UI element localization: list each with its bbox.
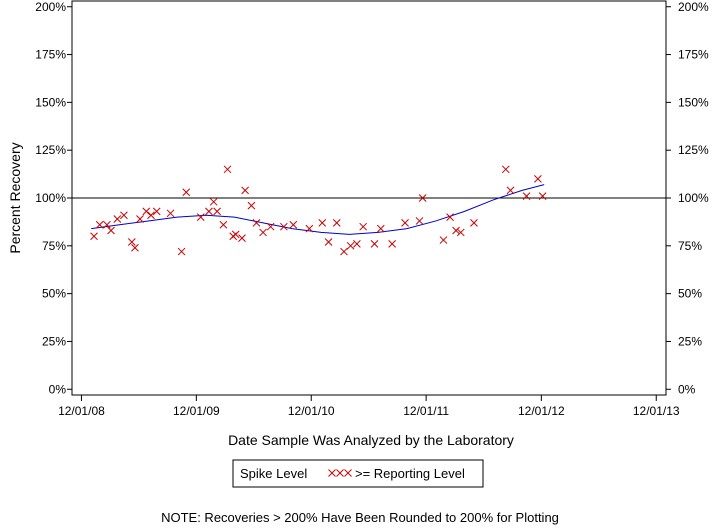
data-point (401, 219, 409, 227)
data-point (340, 247, 348, 256)
data-point (415, 217, 424, 225)
y-tick-label-right: 0% (678, 382, 696, 396)
data-point (289, 220, 298, 229)
data-point (136, 215, 144, 223)
data-point (266, 222, 275, 231)
y-tick-label-right: 75% (678, 239, 702, 253)
data-point (182, 188, 191, 197)
y-tick-label-right: 125% (678, 143, 709, 157)
data-point (305, 224, 314, 233)
y-tick-label-left: 25% (42, 334, 66, 348)
legend-box (232, 459, 484, 488)
data-point (113, 215, 122, 223)
data-point (506, 186, 515, 195)
x-tick-label: 12/01/12 (518, 404, 565, 418)
data-point (152, 207, 161, 216)
legend: Spike Level >= Reporting Level (232, 459, 484, 488)
y-tick-label-left: 125% (35, 143, 66, 157)
data-point (456, 228, 465, 237)
data-point (439, 236, 448, 244)
data-point (346, 241, 355, 250)
data-point (538, 192, 547, 200)
x-tick-label: 12/01/08 (58, 404, 105, 418)
y-axis-title: Percent Recovery (7, 142, 23, 253)
legend-series-label: >= Reporting Level (355, 466, 465, 481)
data-point (370, 240, 379, 248)
data-point (318, 219, 327, 227)
data-point (324, 238, 333, 246)
data-point (446, 213, 454, 221)
data-point (418, 194, 427, 202)
data-point (127, 238, 136, 246)
data-point (501, 165, 510, 174)
data-point (120, 211, 128, 220)
legend-marker (336, 469, 344, 477)
x-axis-ticks: 12/01/08 12/01/09 12/01/10 12/01/11 12/01/12… (58, 395, 680, 418)
y-tick-label-right: 175% (678, 48, 709, 62)
x-tick-label: 12/01/13 (633, 404, 680, 418)
data-point (223, 165, 232, 174)
data-point (252, 219, 261, 227)
y-tick-label-right: 50% (678, 287, 702, 301)
data-point (332, 219, 341, 227)
data-point (219, 220, 228, 229)
data-point (95, 220, 104, 229)
data-point (279, 222, 288, 231)
y-tick-label-left: 75% (42, 239, 66, 253)
data-point (259, 228, 267, 237)
data-point (107, 226, 115, 235)
y-tick-label-right: 100% (678, 191, 709, 205)
data-point (231, 230, 240, 239)
data-point (470, 219, 478, 227)
data-point (238, 234, 246, 243)
y-tick-label-left: 200% (35, 0, 66, 14)
data-point (213, 207, 221, 216)
data-point (131, 243, 139, 252)
y-tick-label-right: 25% (678, 334, 702, 348)
legend-title: Spike Level (240, 466, 307, 481)
legend-marker (328, 469, 336, 477)
data-point (142, 207, 151, 216)
data-point (359, 222, 368, 231)
data-point (209, 197, 218, 206)
legend-marker (344, 469, 352, 477)
footnote: NOTE: Recoveries > 200% Have Been Rounde… (161, 510, 559, 525)
data-point (376, 224, 385, 233)
data-point (247, 201, 256, 210)
data-point (90, 232, 98, 241)
data-point (147, 211, 155, 220)
y-axis-ticks: 0% 0% 25% 25% 50% 50% 75% 75% 100% 100% 125% 125% 15… (35, 0, 709, 396)
data-point (452, 226, 460, 235)
data-points (90, 165, 547, 256)
y-tick-label-left: 0% (49, 382, 67, 396)
trend-line (91, 184, 545, 235)
x-tick-label: 12/01/10 (288, 404, 335, 418)
y-tick-label-right: 200% (678, 0, 709, 14)
y-tick-label-left: 100% (35, 191, 66, 205)
data-point (103, 220, 111, 229)
data-point (205, 207, 213, 216)
y-tick-label-left: 175% (35, 48, 66, 62)
y-tick-label-left: 50% (42, 287, 66, 301)
legend-marker-x (328, 469, 352, 477)
y-tick-label-left: 150% (35, 95, 66, 109)
x-axis-title: Date Sample Was Analyzed by the Laborato… (228, 432, 514, 448)
data-point (353, 240, 361, 248)
data-point (177, 247, 186, 256)
x-tick-label: 12/01/09 (173, 404, 220, 418)
data-point (241, 186, 249, 195)
data-point (196, 213, 205, 221)
y-tick-label-right: 150% (678, 95, 709, 109)
data-point (522, 192, 531, 200)
data-point (166, 209, 175, 218)
x-tick-label: 12/01/11 (403, 404, 449, 418)
data-point (388, 240, 396, 248)
data-point (534, 175, 542, 183)
